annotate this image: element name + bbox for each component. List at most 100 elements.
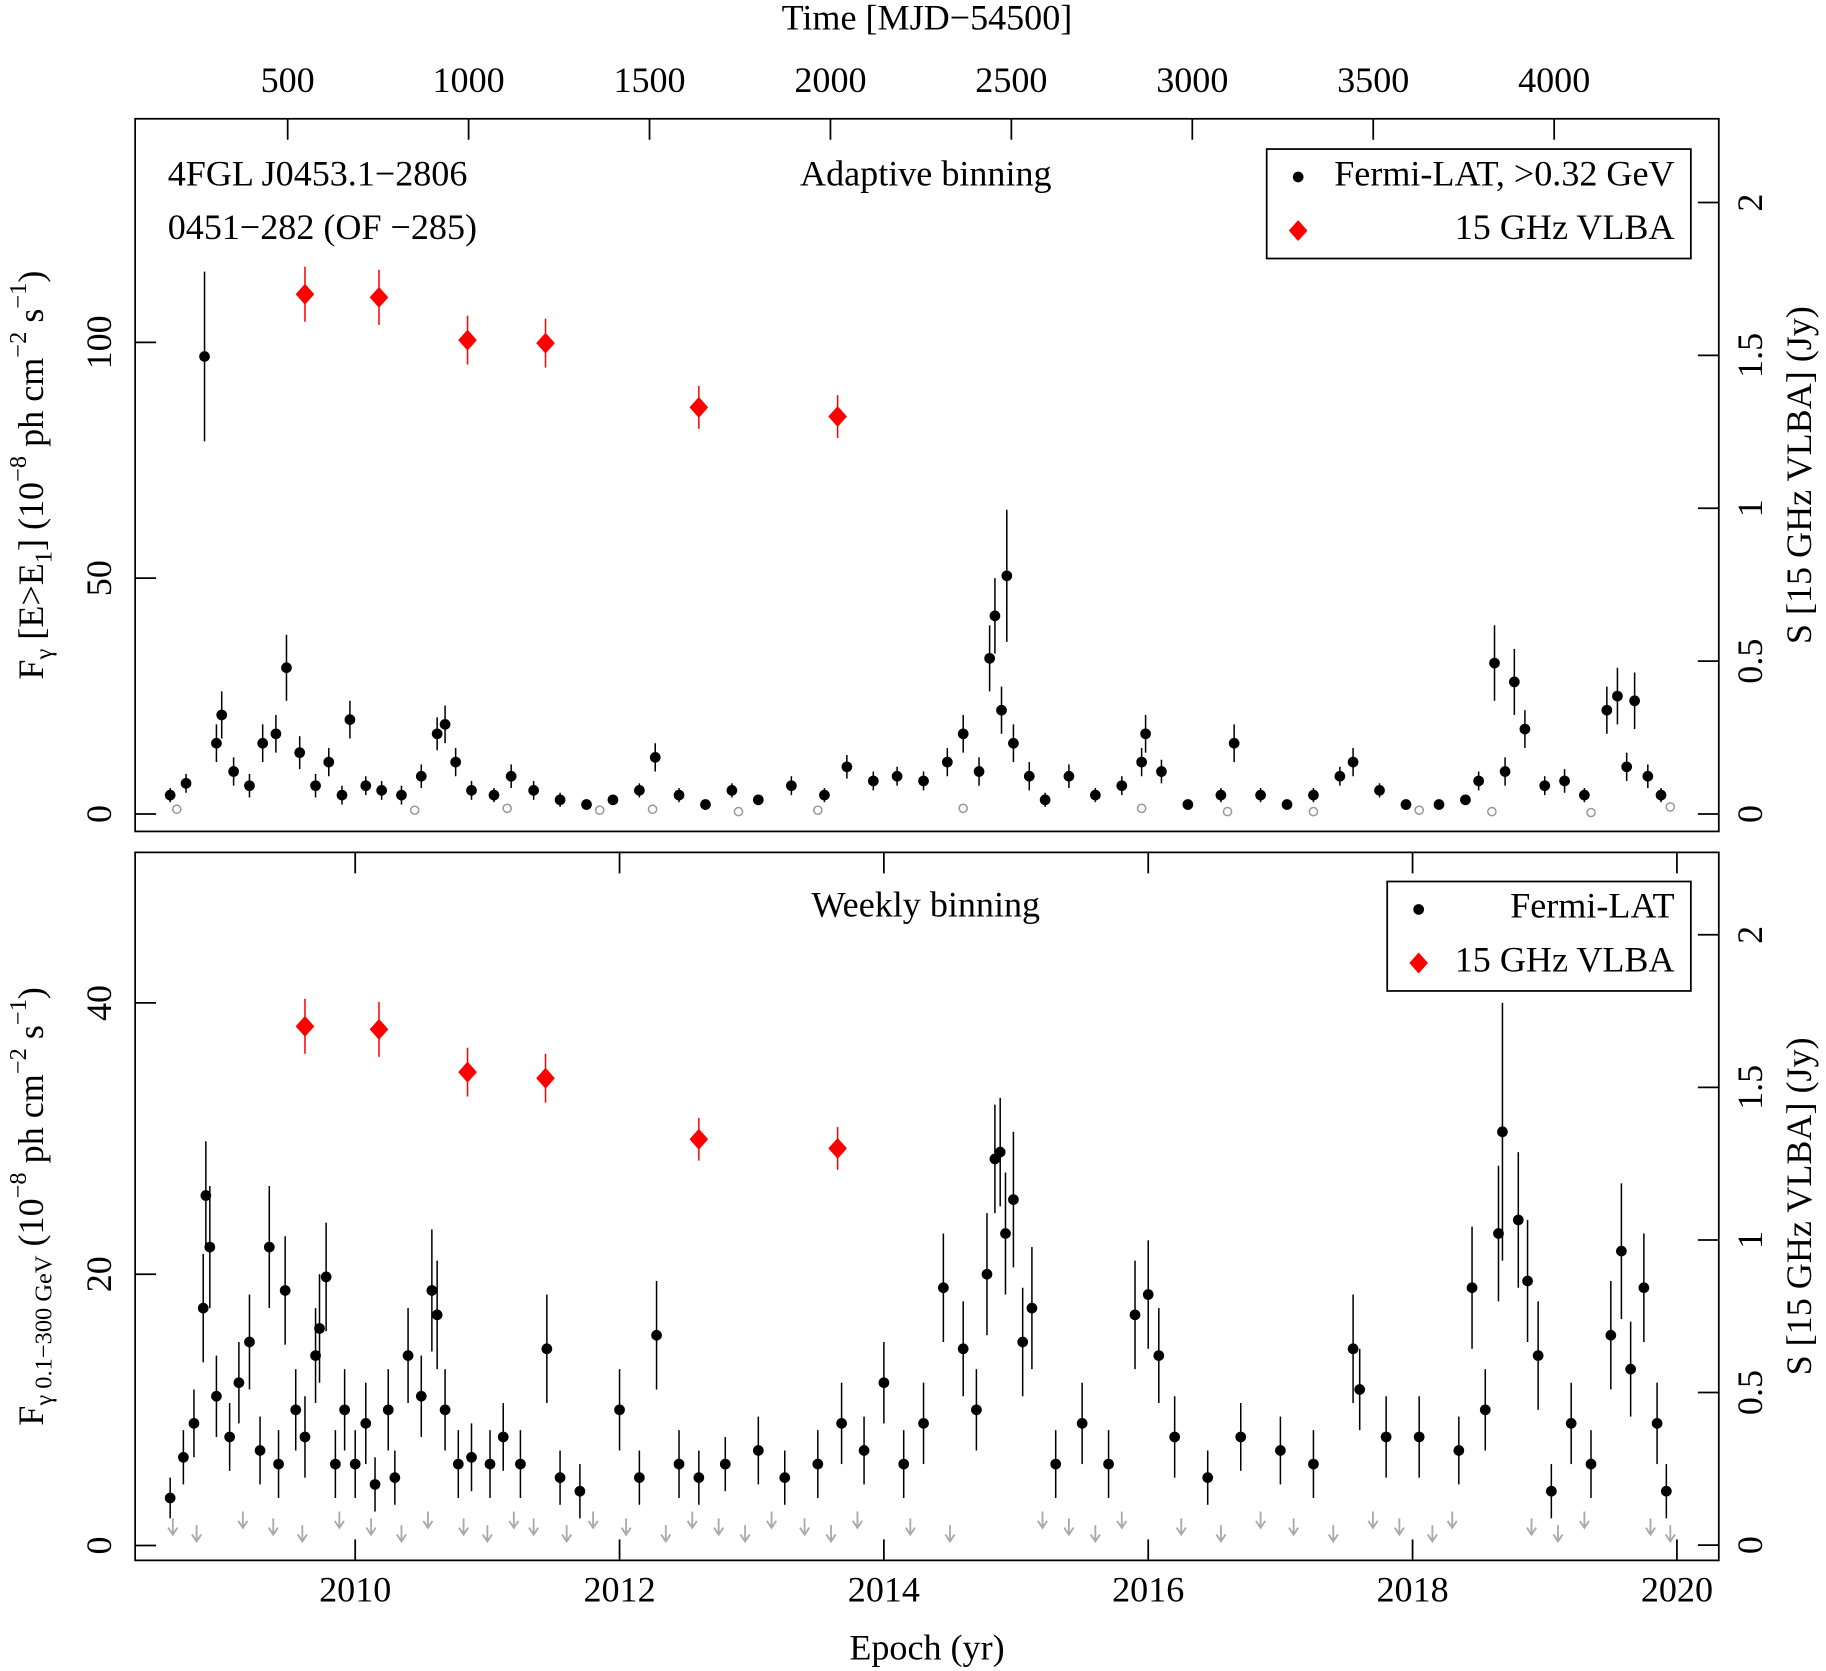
data-point: [1522, 1275, 1533, 1287]
data-point: [752, 1445, 764, 1456]
data-point: [1008, 1194, 1019, 1205]
data-point: [878, 1377, 890, 1389]
data-point: [458, 1518, 470, 1537]
y-axis-label-part: s: [11, 309, 51, 332]
data-point: [1327, 1525, 1339, 1544]
data-point: [1479, 1404, 1491, 1416]
legend-label: Fermi-LAT, >0.32 GeV: [1334, 153, 1674, 193]
data-point: [1308, 1458, 1319, 1470]
data-point: [1281, 799, 1293, 810]
data-point: [167, 1518, 179, 1537]
data-point: [1585, 1458, 1597, 1470]
y-axis-label-part: [E>E: [11, 563, 51, 648]
x2-tick-label: 500: [261, 60, 315, 100]
y2-tick-label: 0: [1730, 1536, 1770, 1554]
data-point: [1202, 1472, 1214, 1483]
data-point: [505, 770, 517, 782]
data-point: [1136, 756, 1147, 768]
y-axis-label: Fγ 0.1−300 GeV (10−8 ph cm−2 s−1): [4, 987, 57, 1426]
data-point: [1559, 775, 1570, 787]
data-point: [323, 756, 335, 768]
y2-tick-label: 0.5: [1730, 639, 1770, 684]
y-axis-label-part: γ: [30, 649, 57, 661]
y-axis-label-part: −1: [4, 283, 31, 309]
y-axis-label-part: −8: [4, 456, 31, 482]
data-point: [344, 714, 356, 726]
data-point: [431, 1309, 443, 1321]
x-axis-label: Epoch (yr): [849, 1627, 1004, 1667]
data-point: [828, 1137, 847, 1159]
data-point: [1487, 806, 1497, 817]
data-point: [1579, 789, 1590, 801]
data-point: [1215, 1525, 1227, 1544]
data-point: [1473, 775, 1485, 787]
data-point: [295, 283, 315, 305]
y-tick-label: 0: [79, 1536, 119, 1554]
data-point: [1565, 1418, 1577, 1429]
data-point: [263, 1241, 275, 1253]
data-point: [466, 1451, 477, 1463]
data-point: [197, 1302, 209, 1314]
data-point: [224, 1431, 235, 1443]
data-point: [233, 1377, 245, 1389]
y2-tick-label: 2: [1730, 926, 1770, 944]
data-point: [858, 1445, 870, 1456]
data-point: [458, 329, 477, 351]
data-point: [1255, 1511, 1267, 1530]
data-point: [497, 1431, 509, 1443]
data-point: [536, 332, 555, 354]
y2-tick-label: 0.5: [1730, 1370, 1770, 1415]
data-point: [164, 789, 176, 801]
data-point: [957, 728, 969, 740]
data-point: [314, 1323, 325, 1334]
data-point: [1664, 1525, 1676, 1544]
data-point: [290, 1404, 302, 1416]
data-point: [296, 1525, 308, 1544]
data-point: [799, 1518, 811, 1537]
x-tick-label: 2014: [848, 1569, 920, 1609]
data-point: [270, 728, 282, 740]
y2-tick-label: 1: [1730, 499, 1770, 517]
data-point: [1347, 1343, 1359, 1355]
y-axis-label-part: ph cm: [11, 1074, 51, 1172]
data-point: [607, 794, 619, 806]
data-point: [376, 785, 387, 796]
data-point: [1629, 695, 1640, 707]
data-point: [541, 1343, 553, 1355]
x2-tick-label: 4000: [1518, 60, 1590, 100]
data-point: [1489, 657, 1500, 669]
data-point: [766, 1511, 777, 1530]
x-tick-label: 2018: [1376, 1569, 1448, 1609]
data-point: [1552, 1525, 1564, 1544]
x2-tick-label: 2500: [975, 60, 1047, 100]
data-point: [389, 1472, 401, 1483]
data-point: [1008, 737, 1019, 749]
data-point: [1156, 766, 1167, 777]
data-point: [836, 1418, 847, 1429]
data-point: [1621, 761, 1633, 773]
data-point: [466, 785, 477, 796]
data-point: [1393, 1518, 1405, 1537]
data-point: [164, 1492, 176, 1504]
data-point: [1642, 770, 1654, 782]
data-point: [339, 1404, 350, 1416]
data-point: [1526, 1518, 1537, 1537]
data-point: [554, 1472, 566, 1483]
data-point: [1089, 1525, 1101, 1544]
data-point: [733, 806, 744, 817]
data-point: [634, 1472, 645, 1483]
data-point: [574, 1485, 586, 1497]
data-point: [536, 1067, 555, 1089]
annotation: 0451−282 (OF −285): [168, 207, 477, 247]
data-point: [396, 789, 407, 801]
data-point: [673, 789, 685, 801]
data-point: [825, 1525, 837, 1544]
y2-tick-label: 1: [1730, 1231, 1770, 1249]
x-tick-label: 2012: [583, 1569, 655, 1609]
data-point: [554, 794, 566, 806]
data-point: [422, 1511, 434, 1530]
data-point: [199, 351, 210, 362]
data-point: [1466, 1282, 1478, 1294]
plot-frame: [134, 117, 1720, 833]
data-point: [1255, 789, 1266, 801]
